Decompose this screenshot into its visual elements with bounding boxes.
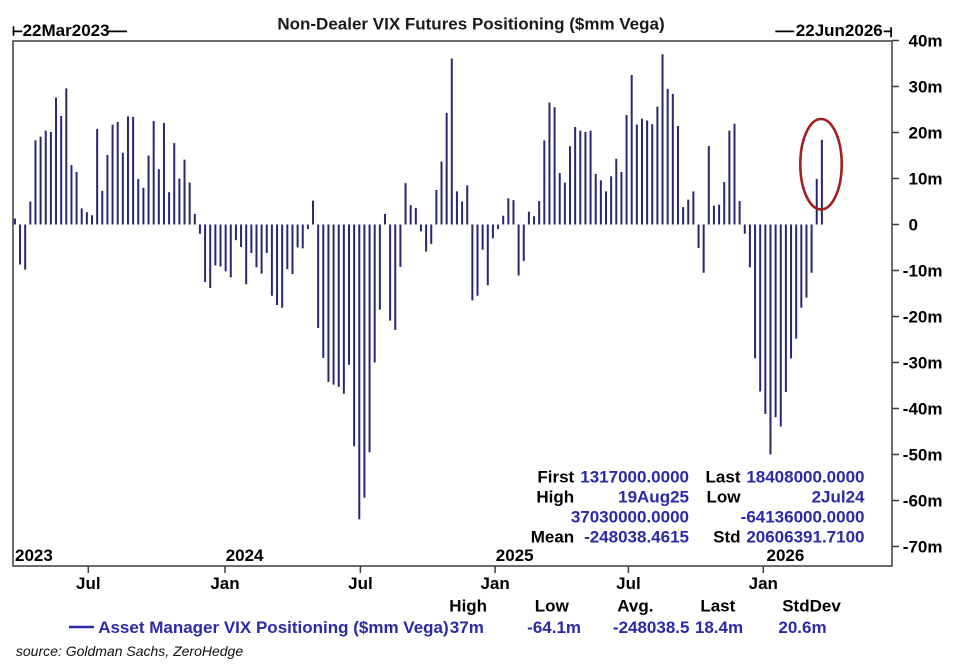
svg-text:37030000.0000: 37030000.0000 bbox=[571, 508, 689, 527]
svg-text:High: High bbox=[449, 597, 487, 616]
svg-text:Jan: Jan bbox=[210, 574, 239, 593]
svg-text:2026: 2026 bbox=[767, 546, 805, 565]
svg-text:Jul: Jul bbox=[616, 574, 641, 593]
svg-text:Jul: Jul bbox=[348, 574, 373, 593]
svg-text:1317000.0000: 1317000.0000 bbox=[580, 468, 689, 487]
svg-text:First: First bbox=[537, 468, 574, 487]
svg-text:Low: Low bbox=[535, 597, 570, 616]
svg-text:Non-Dealer VIX Futures Positio: Non-Dealer VIX Futures Positioning ($mm … bbox=[277, 14, 664, 33]
svg-text:StdDev: StdDev bbox=[782, 597, 841, 616]
svg-text:37m: 37m bbox=[450, 618, 484, 637]
svg-text:20.6m: 20.6m bbox=[778, 618, 826, 637]
svg-text:40m: 40m bbox=[909, 32, 943, 51]
svg-text:-30m: -30m bbox=[903, 354, 943, 373]
svg-text:20m: 20m bbox=[909, 124, 943, 143]
svg-text:30m: 30m bbox=[909, 78, 943, 97]
svg-text:Std: Std bbox=[713, 528, 740, 547]
svg-text:Mean: Mean bbox=[531, 528, 574, 547]
svg-text:-10m: -10m bbox=[903, 262, 943, 281]
svg-text:Jan: Jan bbox=[480, 574, 509, 593]
svg-text:2025: 2025 bbox=[496, 546, 534, 565]
svg-text:18408000.0000: 18408000.0000 bbox=[746, 468, 864, 487]
svg-text:2Jul24: 2Jul24 bbox=[812, 488, 865, 507]
svg-text:-60m: -60m bbox=[903, 492, 943, 511]
svg-text:Jan: Jan bbox=[749, 574, 778, 593]
svg-text:Asset Manager VIX Positioning: Asset Manager VIX Positioning ($mm Vega) bbox=[98, 618, 448, 637]
svg-text:High: High bbox=[536, 488, 574, 507]
svg-text:-248038.5: -248038.5 bbox=[613, 618, 690, 637]
svg-text:22Mar2023: 22Mar2023 bbox=[23, 21, 110, 40]
svg-text:Last: Last bbox=[706, 468, 741, 487]
svg-text:Low: Low bbox=[707, 488, 742, 507]
svg-text:source: Goldman Sachs, ZeroHed: source: Goldman Sachs, ZeroHedge bbox=[16, 643, 243, 659]
svg-text:-64.1m: -64.1m bbox=[527, 618, 581, 637]
svg-text:20606391.7100: 20606391.7100 bbox=[746, 528, 864, 547]
svg-text:-248038.4615: -248038.4615 bbox=[584, 528, 689, 547]
svg-text:0: 0 bbox=[909, 216, 918, 235]
svg-text:10m: 10m bbox=[909, 170, 943, 189]
svg-text:-64136000.0000: -64136000.0000 bbox=[741, 508, 865, 527]
svg-text:Last: Last bbox=[700, 597, 735, 616]
svg-text:2023: 2023 bbox=[15, 546, 53, 565]
svg-text:Avg.: Avg. bbox=[617, 597, 653, 616]
svg-text:19Aug25: 19Aug25 bbox=[618, 488, 689, 507]
svg-text:Jul: Jul bbox=[76, 574, 101, 593]
svg-text:-70m: -70m bbox=[903, 538, 943, 557]
svg-text:18.4m: 18.4m bbox=[695, 618, 743, 637]
svg-text:-50m: -50m bbox=[903, 446, 943, 465]
svg-text:-20m: -20m bbox=[903, 308, 943, 327]
svg-text:22Jun2026: 22Jun2026 bbox=[796, 21, 883, 40]
svg-text:-40m: -40m bbox=[903, 400, 943, 419]
svg-text:2024: 2024 bbox=[226, 546, 264, 565]
